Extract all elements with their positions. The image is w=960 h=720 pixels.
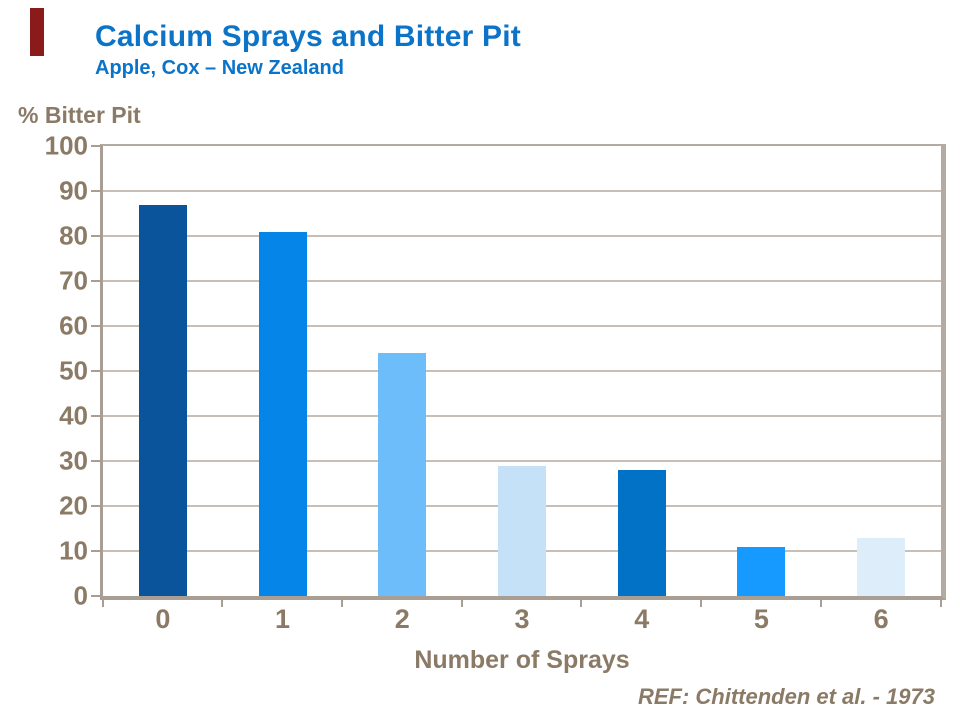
x-tick-label: 5 [753,604,769,634]
x-tick-mark [221,598,224,607]
y-tick-mark [91,190,100,192]
x-axis-title: Number of Sprays [414,646,630,674]
y-tick-mark [91,325,100,327]
bar-sprays-2 [378,353,427,596]
y-tick-mark [91,415,100,417]
x-tick-label: 2 [394,604,410,634]
x-tick-mark [819,598,822,607]
reference-text: REF: Chittenden et al. - 1973 [637,684,935,709]
y-tick-mark [91,505,100,507]
bar-sprays-1 [258,231,307,596]
y-tick-label: 40 [59,400,88,431]
bar-sprays-6 [857,537,906,596]
gridline [103,325,941,327]
y-tick-label: 90 [59,175,88,206]
bar-sprays-3 [498,465,546,596]
bar-sprays-4 [617,470,666,596]
x-tick-mark [460,598,463,607]
y-tick-mark [91,235,100,237]
x-tick-label: 1 [275,604,291,634]
accent-bar [30,8,44,56]
plot-area [100,144,946,600]
y-tick-label: 0 [73,580,88,611]
y-tick-label: 50 [59,355,88,386]
page-subtitle: Apple, Cox – New Zealand [95,57,344,79]
y-tick-label: 10 [59,535,88,566]
y-tick-label: 80 [59,220,88,251]
gridline [103,370,941,372]
y-tick-mark [91,280,100,282]
y-tick-label: 100 [44,130,88,161]
y-tick-mark [91,460,100,462]
y-axis-title: % Bitter Pit [18,102,141,128]
gridline [103,235,941,237]
x-tick-mark [700,598,703,607]
bar-sprays-5 [737,546,786,596]
page-title: Calcium Sprays and Bitter Pit [95,20,521,53]
x-tick-mark [939,598,942,607]
y-tick-label: 20 [59,490,88,521]
x-tick-label: 0 [155,604,171,634]
gridline [103,415,941,417]
y-tick-label: 30 [59,445,88,476]
bar-sprays-0 [138,204,187,596]
x-tick-mark [340,598,343,607]
y-tick-mark [91,550,100,552]
x-tick-label: 4 [634,604,650,634]
x-tick-label: 3 [514,604,530,634]
y-tick-label: 70 [59,265,88,296]
gridline [103,190,941,192]
x-tick-mark [580,598,583,607]
gridline [103,280,941,282]
y-tick-mark [91,370,100,372]
y-tick-label: 60 [59,310,88,341]
gridline [103,460,941,462]
y-tick-mark [91,145,100,147]
y-tick-mark [91,595,100,597]
x-tick-label: 6 [873,604,889,634]
x-tick-mark [101,598,104,607]
